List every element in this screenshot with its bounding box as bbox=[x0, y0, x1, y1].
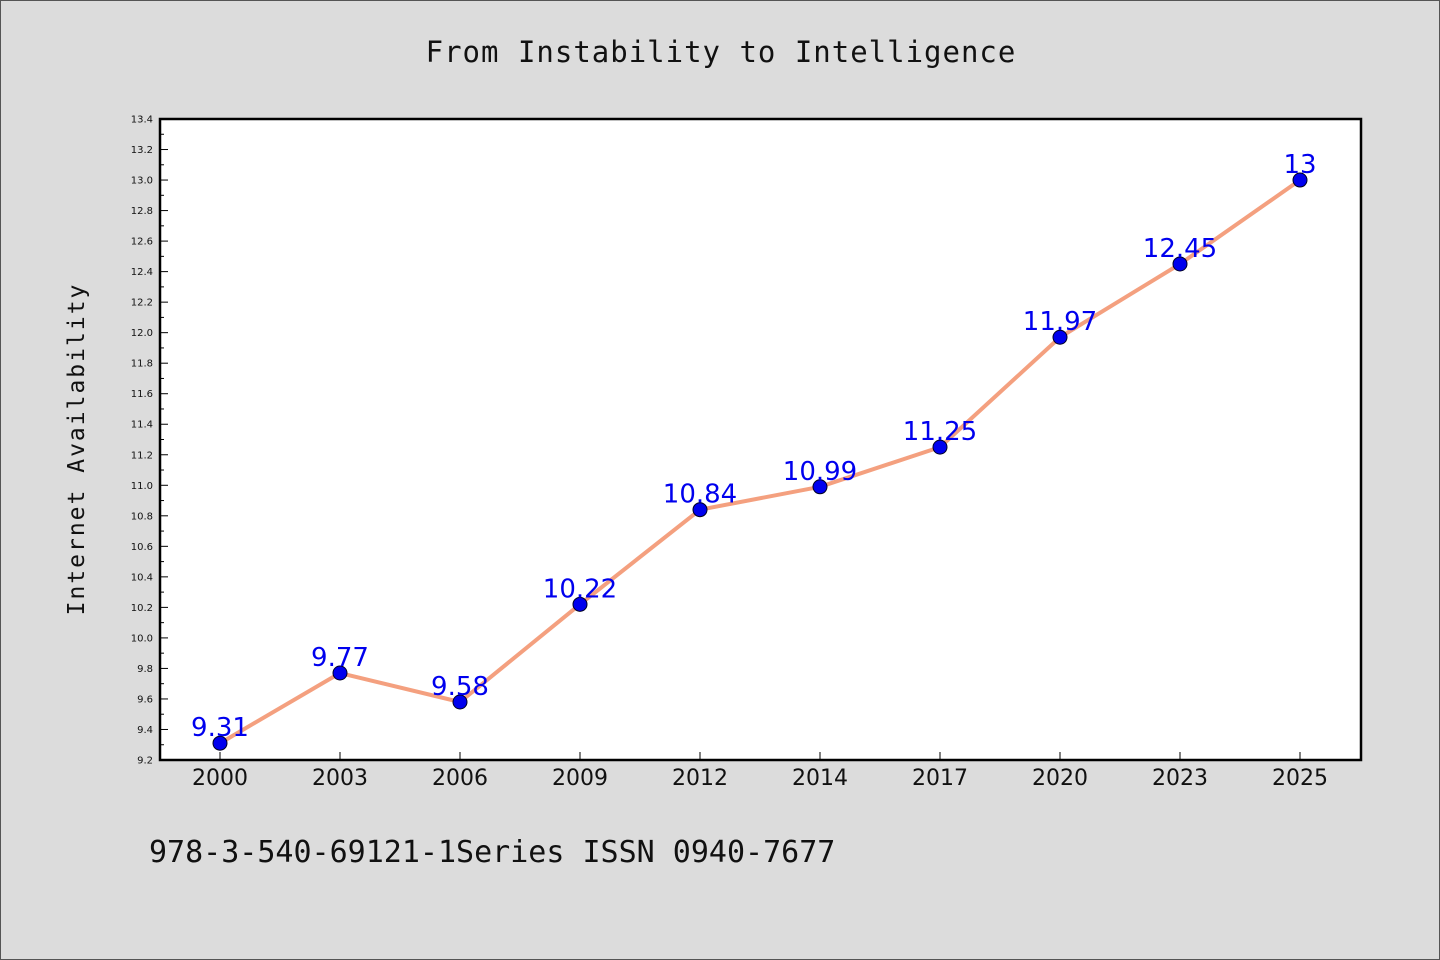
chart-title: From Instability to Intelligence bbox=[425, 35, 1017, 69]
y-tick-label: 11.4 bbox=[131, 420, 153, 431]
x-tick-label: 2017 bbox=[912, 766, 968, 791]
x-tick-label: 2006 bbox=[432, 766, 488, 791]
x-tick-label: 2014 bbox=[792, 766, 848, 791]
y-tick-label: 10.6 bbox=[131, 542, 153, 553]
y-tick-label: 12.0 bbox=[131, 328, 153, 339]
series-line bbox=[218, 178, 1302, 745]
y-tick-label: 11.6 bbox=[131, 389, 153, 400]
data-label: 9.31 bbox=[191, 713, 249, 743]
data-label: 12.45 bbox=[1143, 234, 1217, 264]
x-tick-label: 2009 bbox=[552, 766, 608, 791]
y-tick-label: 12.4 bbox=[131, 267, 153, 278]
y-tick-label: 11.8 bbox=[131, 359, 153, 370]
data-point bbox=[1052, 329, 1068, 345]
data-label: 10.22 bbox=[543, 574, 617, 604]
data-point bbox=[332, 665, 348, 681]
data-label: 9.58 bbox=[431, 672, 489, 702]
y-tick-label: 13.4 bbox=[131, 115, 153, 126]
data-labels: 9.31 9.77 9.58 10.22 10.84 10.99 11.25 11.97 12.… bbox=[191, 150, 1316, 743]
data-point bbox=[812, 479, 828, 495]
x-tick-label: 2000 bbox=[192, 766, 248, 791]
y-tick-label: 11.0 bbox=[131, 481, 153, 492]
x-tick-label: 2025 bbox=[1272, 766, 1328, 791]
data-point bbox=[1292, 172, 1308, 188]
data-markers bbox=[212, 172, 1308, 751]
y-tick-label: 10.4 bbox=[131, 572, 153, 583]
x-tick-label: 2020 bbox=[1032, 766, 1088, 791]
data-label: 11.25 bbox=[903, 417, 977, 447]
plot-area bbox=[158, 117, 1363, 762]
y-tick-label: 12.6 bbox=[131, 237, 153, 248]
footnote: 978-3-540-69121-1Series ISSN 0940-7677 bbox=[149, 835, 836, 870]
y-tick-label: 13.0 bbox=[131, 176, 153, 187]
data-label: 10.99 bbox=[783, 457, 857, 487]
y-tick-label: 9.4 bbox=[137, 725, 153, 736]
x-tick-label: 2023 bbox=[1152, 766, 1208, 791]
data-point bbox=[692, 502, 708, 518]
x-axis: 2000 2003 2006 2009 2012 2014 2017 2020 2023 2025 bbox=[192, 752, 1328, 791]
y-tick-label: 12.2 bbox=[131, 298, 153, 309]
x-tick-label: 2003 bbox=[312, 766, 368, 791]
x-tick-label: 2012 bbox=[672, 766, 728, 791]
data-label: 9.77 bbox=[311, 643, 369, 673]
data-point bbox=[932, 439, 948, 455]
data-label: 11.97 bbox=[1023, 307, 1097, 337]
data-point bbox=[452, 694, 468, 710]
y-tick-label: 12.8 bbox=[131, 206, 153, 217]
data-point bbox=[572, 596, 588, 612]
y-tick-label: 9.6 bbox=[137, 694, 153, 705]
y-axis: 9.2 9.4 9.6 9.8 10.0 10.2 10.4 10.6 10.8 11.0 11.2… bbox=[131, 115, 168, 767]
data-label: 13 bbox=[1283, 150, 1316, 180]
y-tick-label: 9.8 bbox=[137, 664, 153, 675]
y-tick-label: 9.2 bbox=[137, 756, 153, 767]
data-point bbox=[212, 735, 228, 751]
y-tick-label: 10.0 bbox=[131, 633, 153, 644]
y-tick-label: 13.2 bbox=[131, 145, 153, 156]
y-tick-label: 10.2 bbox=[131, 603, 153, 614]
data-point bbox=[1172, 256, 1188, 272]
y-tick-label: 11.2 bbox=[131, 450, 153, 461]
data-label: 10.84 bbox=[663, 480, 737, 510]
y-tick-label: 10.8 bbox=[131, 511, 153, 522]
